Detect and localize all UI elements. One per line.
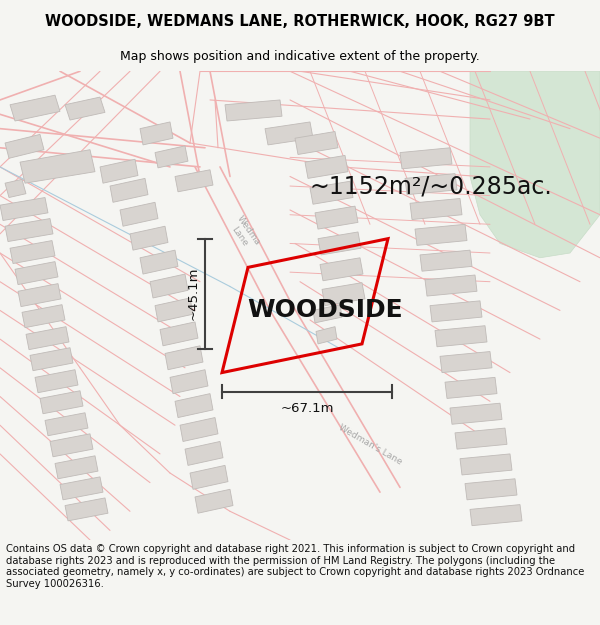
Polygon shape xyxy=(35,370,78,392)
Polygon shape xyxy=(175,170,213,192)
Polygon shape xyxy=(195,489,233,513)
Polygon shape xyxy=(155,298,193,322)
Polygon shape xyxy=(185,441,223,466)
Polygon shape xyxy=(313,304,342,323)
Polygon shape xyxy=(225,100,282,121)
Polygon shape xyxy=(150,274,188,298)
Polygon shape xyxy=(430,301,482,322)
Polygon shape xyxy=(440,351,492,372)
Polygon shape xyxy=(415,224,467,246)
Polygon shape xyxy=(100,159,138,183)
Polygon shape xyxy=(445,378,497,398)
Polygon shape xyxy=(65,498,108,521)
Polygon shape xyxy=(420,250,472,271)
Polygon shape xyxy=(5,179,26,198)
Polygon shape xyxy=(60,477,103,500)
Polygon shape xyxy=(15,262,58,284)
Polygon shape xyxy=(160,322,198,346)
Text: Contains OS data © Crown copyright and database right 2021. This information is : Contains OS data © Crown copyright and d… xyxy=(6,544,584,589)
Polygon shape xyxy=(310,181,353,204)
Polygon shape xyxy=(22,304,65,328)
Text: WOODSIDE, WEDMANS LANE, ROTHERWICK, HOOK, RG27 9BT: WOODSIDE, WEDMANS LANE, ROTHERWICK, HOOK… xyxy=(45,14,555,29)
Polygon shape xyxy=(180,418,218,441)
Text: Map shows position and indicative extent of the property.: Map shows position and indicative extent… xyxy=(120,50,480,63)
Polygon shape xyxy=(140,250,178,274)
Polygon shape xyxy=(318,232,361,255)
Polygon shape xyxy=(55,456,98,479)
Polygon shape xyxy=(26,327,69,349)
Polygon shape xyxy=(45,412,88,436)
Polygon shape xyxy=(460,454,512,475)
Polygon shape xyxy=(322,282,365,306)
Text: Wedman's Lane: Wedman's Lane xyxy=(337,422,403,466)
Text: ~67.1m: ~67.1m xyxy=(280,402,334,416)
Polygon shape xyxy=(425,275,477,296)
Polygon shape xyxy=(170,370,208,394)
Polygon shape xyxy=(65,97,105,120)
Polygon shape xyxy=(155,146,188,168)
Polygon shape xyxy=(165,346,203,370)
Polygon shape xyxy=(470,504,522,526)
Polygon shape xyxy=(405,174,457,194)
Polygon shape xyxy=(316,327,337,344)
Polygon shape xyxy=(320,258,363,281)
Polygon shape xyxy=(110,178,148,202)
Polygon shape xyxy=(5,219,53,241)
Polygon shape xyxy=(175,394,213,418)
Polygon shape xyxy=(40,391,83,414)
Text: WOODSIDE: WOODSIDE xyxy=(247,298,403,322)
Polygon shape xyxy=(305,156,348,178)
Polygon shape xyxy=(190,466,228,489)
Polygon shape xyxy=(450,403,502,424)
Polygon shape xyxy=(120,202,158,226)
Polygon shape xyxy=(400,148,452,169)
Polygon shape xyxy=(140,122,173,145)
Polygon shape xyxy=(130,226,168,250)
Polygon shape xyxy=(265,122,313,145)
Polygon shape xyxy=(50,434,93,457)
Polygon shape xyxy=(435,326,487,347)
Polygon shape xyxy=(20,150,95,183)
Polygon shape xyxy=(295,131,338,154)
Text: ~1152m²/~0.285ac.: ~1152m²/~0.285ac. xyxy=(310,174,553,198)
Polygon shape xyxy=(18,284,61,307)
Polygon shape xyxy=(410,199,462,219)
Polygon shape xyxy=(470,71,600,258)
Text: ~45.1m: ~45.1m xyxy=(187,267,199,321)
Polygon shape xyxy=(0,198,48,221)
Polygon shape xyxy=(30,348,73,371)
Polygon shape xyxy=(455,428,507,449)
Polygon shape xyxy=(315,206,358,229)
Polygon shape xyxy=(10,241,55,264)
Polygon shape xyxy=(465,479,517,500)
Polygon shape xyxy=(5,134,44,158)
Polygon shape xyxy=(10,95,60,121)
Text: Wedma
Lane: Wedma Lane xyxy=(226,214,262,253)
